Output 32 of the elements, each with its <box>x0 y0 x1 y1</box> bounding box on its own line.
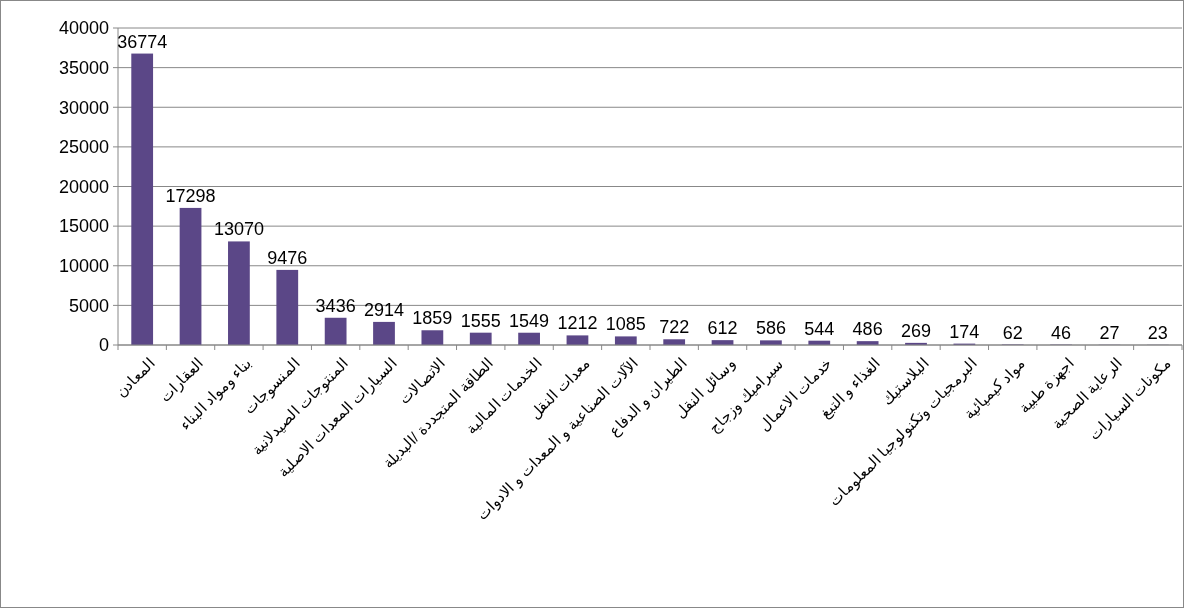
data-label: 2914 <box>363 299 405 320</box>
data-label: 174 <box>949 321 980 342</box>
y-tick-label: 10000 <box>58 256 109 277</box>
data-label: 544 <box>804 318 835 339</box>
y-tick-label: 5000 <box>68 295 109 316</box>
data-label: 62 <box>1002 322 1023 343</box>
data-label: 722 <box>659 317 690 338</box>
data-label: 9476 <box>267 247 308 268</box>
data-label: 1549 <box>509 310 550 331</box>
y-tick-label: 35000 <box>58 57 109 78</box>
data-label: 612 <box>707 318 738 339</box>
y-tick-label: 20000 <box>58 176 109 197</box>
data-label: 1212 <box>557 313 598 334</box>
y-tick-label: 25000 <box>58 137 109 158</box>
data-label: 1085 <box>605 314 646 335</box>
y-tick-label: 40000 <box>58 18 109 39</box>
x-tick-label: المعادن <box>111 354 158 401</box>
data-label: 46 <box>1051 322 1072 343</box>
data-label: 36774 <box>117 31 168 52</box>
data-label: 1555 <box>460 310 501 331</box>
data-label: 269 <box>900 320 932 341</box>
data-label: 3436 <box>315 295 356 316</box>
data-label: 17298 <box>165 185 216 206</box>
data-label: 13070 <box>213 219 264 240</box>
data-label: 586 <box>755 318 786 339</box>
y-tick-label: 15000 <box>58 216 109 237</box>
data-label: 1859 <box>412 308 453 329</box>
data-label: 486 <box>852 319 883 340</box>
data-label: 23 <box>1147 322 1168 343</box>
y-tick-label: 0 <box>98 335 109 356</box>
y-tick-label: 30000 <box>58 97 109 118</box>
data-label: 27 <box>1099 322 1120 343</box>
